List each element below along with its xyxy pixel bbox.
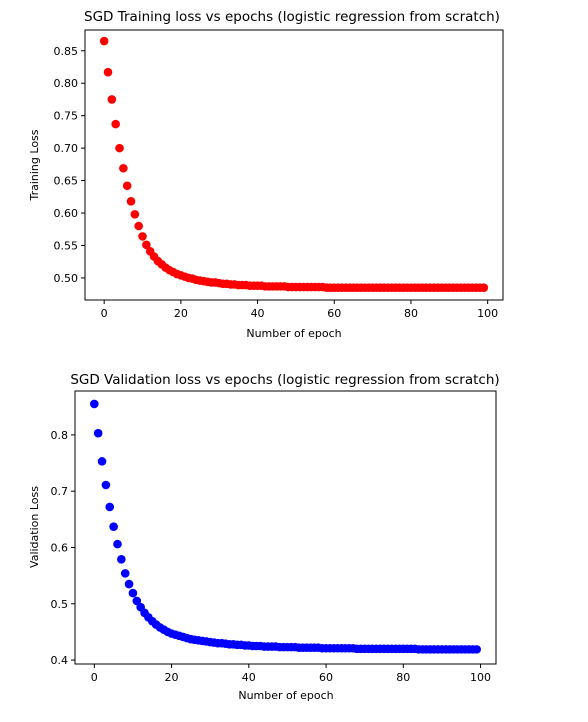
data-point [122,181,132,191]
data-point [119,163,128,173]
chart-title: SGD Validation loss vs epochs (logistic … [70,372,499,388]
data-point [472,645,481,654]
y-tick-label: 0.75 [54,110,79,123]
x-tick-label: 60 [327,307,341,320]
data-point [134,221,143,231]
data-point [111,119,120,129]
data-point [101,480,111,490]
y-tick-label: 0.5 [51,598,69,611]
data-point [132,596,142,606]
validation-loss-chart: SGD Validation loss vs epochs (logistic … [28,372,500,702]
x-ticks: 0 20 40 60 80 100 [101,300,498,320]
data-points [90,399,481,654]
x-tick-label: 100 [477,307,498,320]
x-tick-label: 40 [251,307,265,320]
y-tick-label: 0.85 [54,45,79,58]
y-tick-label: 0.80 [54,77,79,90]
y-tick-label: 0.70 [54,142,79,155]
data-point [115,143,124,153]
data-point [128,588,138,598]
y-ticks: 0.4 0.5 0.6 0.7 0.8 [51,429,75,667]
y-tick-label: 0.65 [54,175,79,188]
data-point [93,428,103,438]
data-point [124,579,134,589]
data-point [113,539,122,549]
x-tick-label: 20 [174,307,188,320]
y-tick-label: 0.55 [54,239,79,252]
y-axis-label: Training Loss [28,129,41,201]
y-tick-label: 0.4 [51,654,69,667]
y-tick-label: 0.6 [51,541,69,554]
data-point [97,457,107,466]
x-tick-label: 80 [396,671,410,684]
plot-frame [84,29,504,301]
data-points [99,36,489,292]
data-point [99,36,109,46]
x-tick-label: 100 [470,671,491,684]
chart-title: SGD Training loss vs epochs (logistic re… [84,9,500,25]
data-point [107,95,117,104]
data-point [103,67,113,77]
data-point [105,502,115,512]
y-tick-label: 0.60 [54,207,79,220]
training-loss-chart: SGD Training loss vs epochs (logistic re… [28,9,504,340]
data-point [479,283,489,292]
x-tick-label: 20 [165,671,179,684]
data-point [117,555,126,564]
x-tick-label: 80 [404,307,418,320]
x-ticks: 0 20 40 60 80 100 [91,664,491,684]
x-tick-label: 60 [319,671,333,684]
x-tick-label: 0 [91,671,98,684]
y-ticks: 0.50 0.55 0.60 0.65 0.70 0.75 0.80 0.85 [54,45,85,285]
y-tick-label: 0.8 [51,429,69,442]
x-tick-label: 0 [101,307,108,320]
y-tick-label: 0.7 [51,485,69,498]
y-tick-label: 0.50 [54,272,79,285]
plot-frame [74,390,497,665]
data-point [142,240,151,250]
y-axis-label: Validation Loss [28,486,41,568]
data-point [138,232,147,241]
x-tick-label: 40 [242,671,256,684]
data-point [130,210,140,219]
data-point [109,522,118,531]
x-axis-label: Number of epoch [238,689,333,702]
data-point [126,197,136,206]
x-axis-label: Number of epoch [246,327,341,340]
data-point [90,399,99,409]
data-point [120,569,130,578]
